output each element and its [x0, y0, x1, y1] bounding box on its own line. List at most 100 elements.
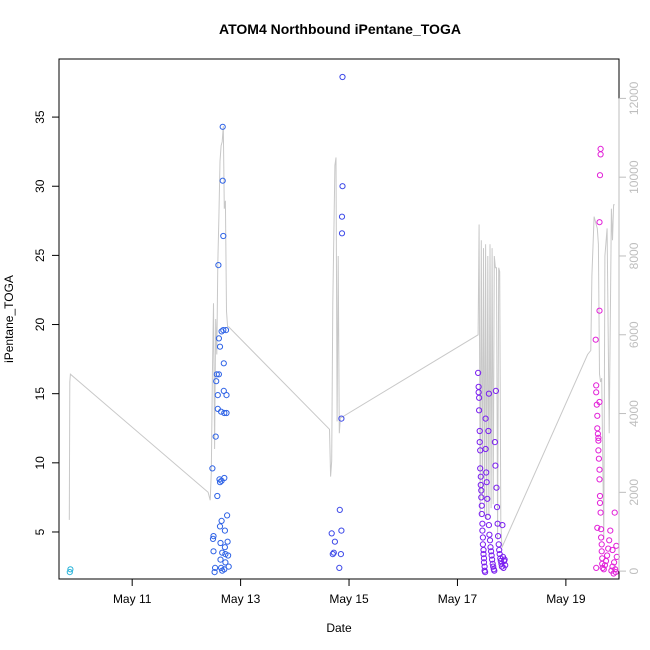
data-point	[219, 549, 226, 556]
data-point	[220, 327, 227, 334]
y-tick-label: 15	[33, 387, 47, 401]
data-point	[498, 563, 505, 570]
data-point	[601, 562, 609, 569]
data-point	[597, 509, 604, 516]
data-point	[485, 522, 492, 529]
data-point	[328, 530, 335, 537]
data-point	[479, 541, 486, 548]
data-point	[478, 502, 485, 509]
data-point	[214, 492, 221, 500]
data-point	[611, 559, 618, 566]
data-point	[225, 563, 232, 570]
data-point	[594, 425, 601, 432]
data-point	[221, 566, 228, 573]
data-point	[487, 544, 494, 551]
data-point	[218, 564, 225, 572]
y2-tick-label: 2000	[627, 479, 641, 506]
data-point	[597, 145, 604, 152]
data-point	[224, 512, 231, 519]
x-axis: May 11 May 13 May 15 May 17 May 19	[113, 578, 586, 606]
data-point	[476, 407, 483, 414]
altitude-line-layer	[68, 125, 615, 548]
data-point	[219, 123, 226, 130]
data-point	[338, 415, 345, 422]
y-tick-label: 20	[33, 318, 47, 332]
data-point	[480, 559, 488, 566]
data-point	[595, 455, 603, 462]
data-point	[596, 398, 603, 406]
y-axis-left: 5 10 15 20 25 30 35	[33, 110, 60, 535]
data-point	[486, 537, 494, 544]
data-point	[478, 487, 485, 494]
data-point	[210, 548, 217, 555]
data-point	[595, 447, 602, 454]
data-point	[495, 533, 502, 540]
data-point	[476, 394, 483, 401]
data-point	[493, 504, 501, 511]
data-point	[483, 479, 490, 486]
data-point	[338, 527, 345, 534]
data-point	[482, 569, 489, 576]
y-tick-label: 35	[33, 110, 47, 124]
y-tick-label: 25	[33, 248, 47, 262]
data-point	[216, 523, 224, 530]
data-point	[596, 492, 604, 500]
data-point	[221, 527, 228, 534]
data-point	[480, 546, 487, 554]
data-point	[596, 219, 603, 226]
data-point	[479, 520, 486, 527]
data-point	[478, 494, 485, 501]
data-point	[484, 495, 491, 502]
data-point	[479, 527, 486, 534]
data-point	[66, 569, 73, 576]
data-point	[493, 484, 500, 491]
data-point	[492, 462, 499, 469]
data-point	[218, 408, 225, 415]
data-point	[215, 371, 222, 378]
data-point	[490, 563, 497, 570]
data-point	[214, 405, 221, 412]
data-point	[216, 343, 224, 350]
data-point	[480, 551, 487, 558]
data-point	[339, 183, 346, 190]
data-point	[598, 541, 605, 548]
data-point	[211, 569, 218, 576]
data-point	[492, 387, 499, 394]
data-point	[217, 539, 224, 547]
data-point	[220, 360, 227, 367]
x-axis-label: Date	[326, 621, 352, 635]
data-point	[488, 548, 495, 555]
data-point	[595, 434, 602, 441]
data-point	[475, 369, 482, 376]
data-point	[329, 551, 336, 558]
data-point	[209, 535, 217, 543]
y-tick-label: 30	[33, 179, 47, 193]
data-point	[482, 445, 489, 453]
data-point	[219, 177, 226, 184]
y-tick-label: 10	[33, 456, 47, 470]
y2-tick-label: 12000	[627, 81, 641, 115]
data-point	[597, 151, 604, 158]
chart-title: ATOM4 Northbound iPentane_TOGA	[219, 21, 461, 37]
x-tick-label: May 15	[329, 592, 369, 606]
data-point	[67, 566, 74, 573]
data-point	[488, 552, 495, 559]
data-point	[611, 509, 618, 516]
data-point	[598, 526, 605, 533]
data-point	[209, 465, 216, 472]
y2-tick-label: 4000	[627, 400, 641, 427]
data-point	[491, 439, 498, 446]
data-point	[598, 548, 605, 555]
data-point	[338, 213, 346, 220]
y2-tick-label: 0	[627, 567, 641, 574]
data-point	[489, 556, 496, 563]
data-point	[338, 230, 346, 237]
data-point	[478, 510, 485, 518]
y2-tick-label: 6000	[627, 321, 641, 348]
data-point	[486, 531, 493, 538]
data-point	[214, 392, 221, 399]
data-point	[596, 466, 603, 473]
data-point	[499, 522, 506, 529]
data-point	[480, 555, 488, 562]
y-tick-label: 5	[33, 528, 47, 535]
